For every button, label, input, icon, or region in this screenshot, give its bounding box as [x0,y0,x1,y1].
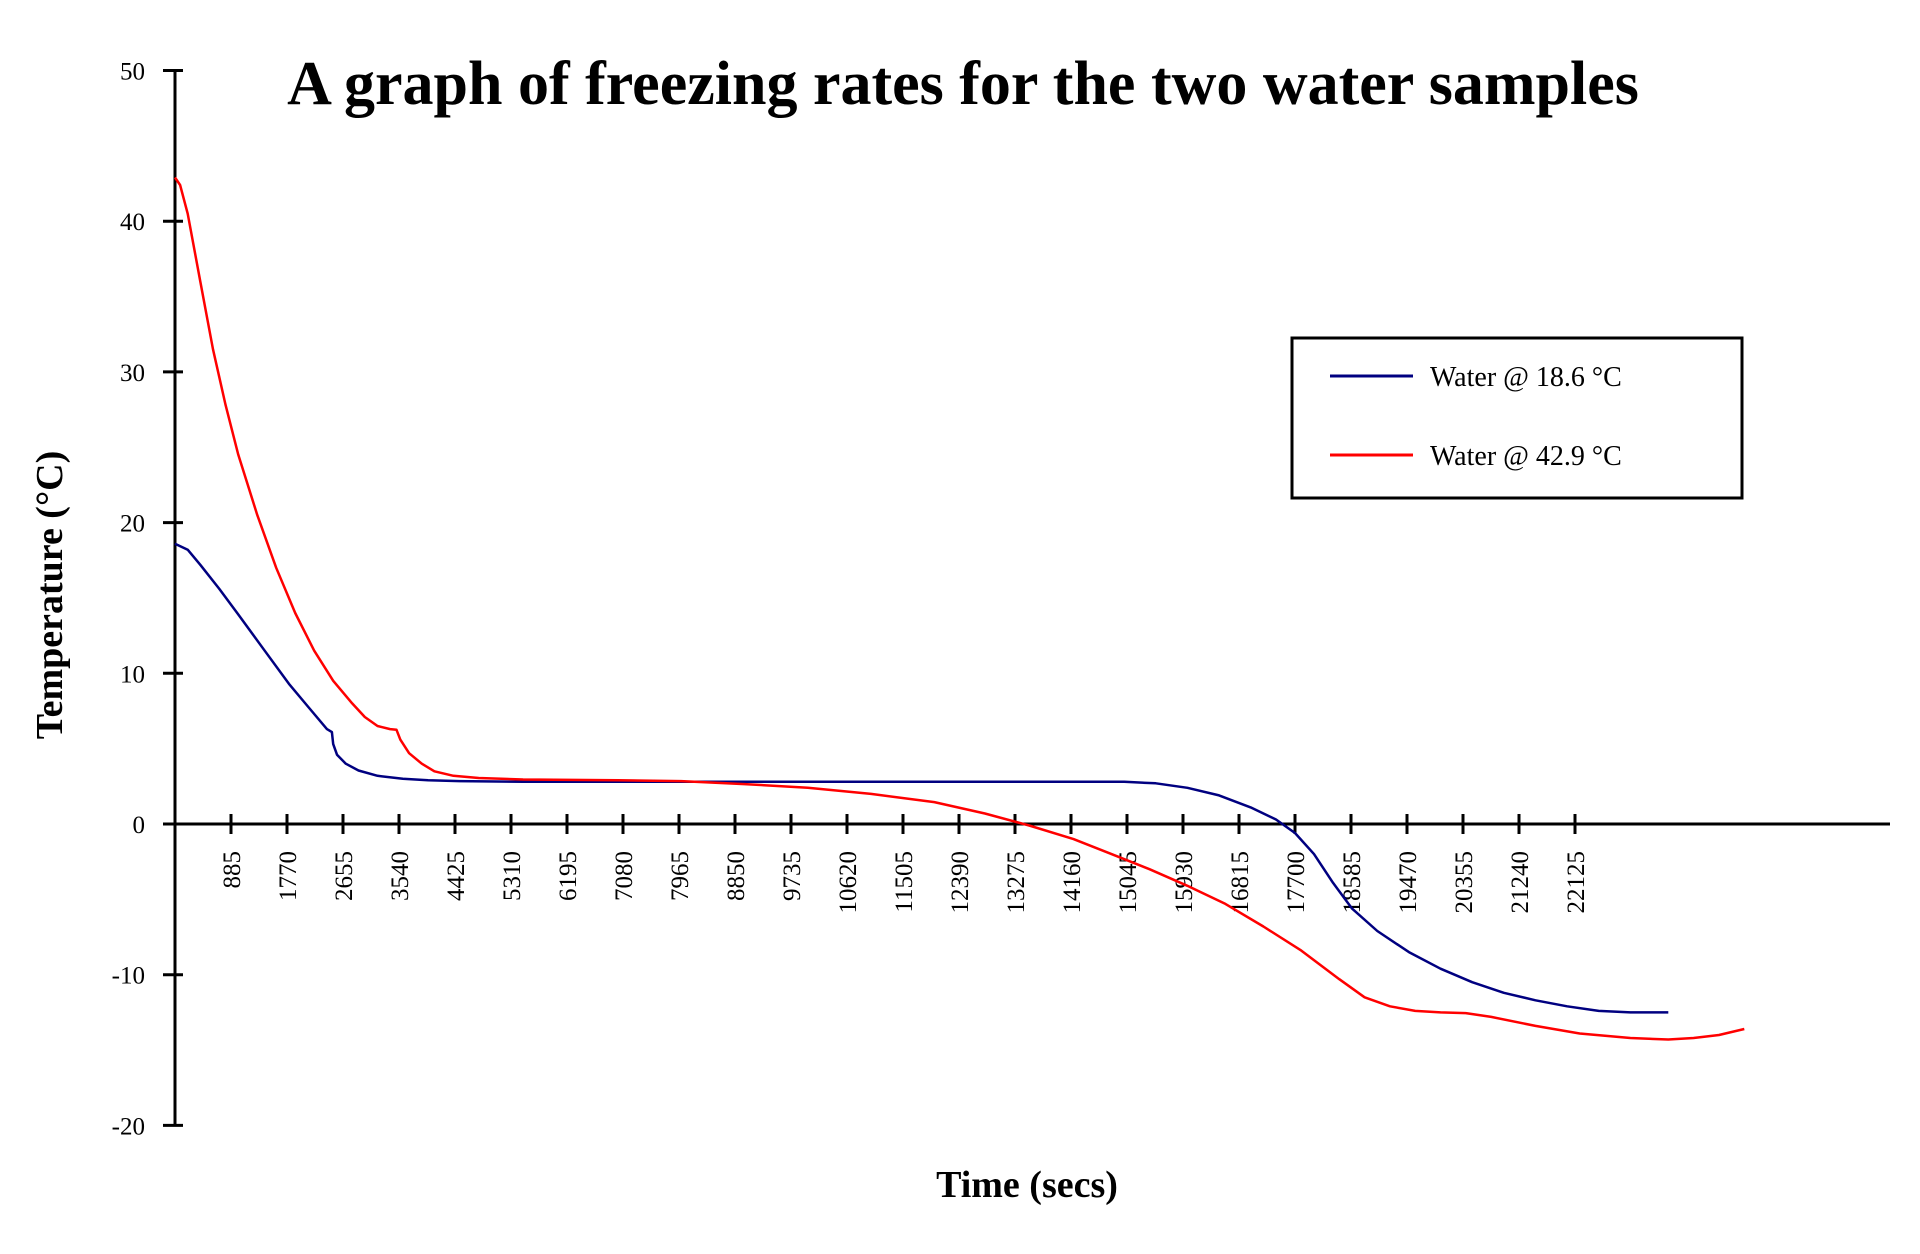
x-tick-label: 3540 [387,851,414,901]
x-tick-label: 12390 [947,851,974,914]
y-tick-label: 40 [120,209,145,236]
x-ticks: 885 1770 2655 3540 4425 5310 6195 7080 7965 8850 9… [219,814,1590,914]
x-tick-label: 22125 [1563,851,1590,914]
x-tick-label: 9735 [779,851,806,901]
legend: Water @ 18.6 °C Water @ 42.9 °C [1290,336,1744,500]
x-tick-label: 11505 [891,851,918,913]
series-line-2 [173,176,1745,1041]
y-tick-label: 50 [120,59,145,86]
y-tick-label: 10 [120,661,145,688]
x-tick-label: 10620 [835,851,862,914]
x-tick-label: 20355 [1451,851,1478,914]
x-tick-label: 17700 [1283,851,1310,914]
x-tick-label: 19470 [1395,851,1422,914]
x-axis-label: Time (secs) [936,1164,1118,1206]
y-tick-label: -20 [112,1113,145,1140]
x-tick-label: 8850 [723,851,750,901]
x-tick-label: 1770 [275,851,302,901]
y-tick-label: -10 [112,963,145,990]
x-tick-label: 7080 [611,851,638,901]
y-tick-label: 20 [120,511,145,538]
x-tick-label: 18585 [1339,851,1366,914]
legend-box [1290,336,1744,500]
x-tick-label: 4425 [443,851,470,901]
x-tick-label: 13275 [1003,851,1030,914]
series-layer [173,176,1745,1041]
y-axis-label: Temperature (°C) [29,451,71,740]
x-tick-label: 15930 [1171,851,1198,914]
x-tick-label: 885 [219,851,246,889]
y-tick-label: 0 [133,812,146,839]
x-tick-label: 7965 [667,851,694,901]
x-tick-label: 21240 [1507,851,1534,914]
x-tick-label: 6195 [555,851,582,901]
y-tick-label: 30 [120,360,145,387]
y-ticks: 50 40 30 20 10 0 -10 -20 [112,59,183,1140]
x-tick-label: 14160 [1059,851,1086,914]
x-tick-label: 5310 [499,851,526,901]
legend-label-series-2: Water @ 42.9 °C [1430,441,1622,472]
series-line-1 [174,542,1669,1014]
x-tick-label: 2655 [331,851,358,901]
legend-label-series-1: Water @ 18.6 °C [1430,362,1622,393]
x-tick-label: 16815 [1227,851,1254,914]
chart-title: A graph of freezing rates for the two wa… [287,50,1639,118]
